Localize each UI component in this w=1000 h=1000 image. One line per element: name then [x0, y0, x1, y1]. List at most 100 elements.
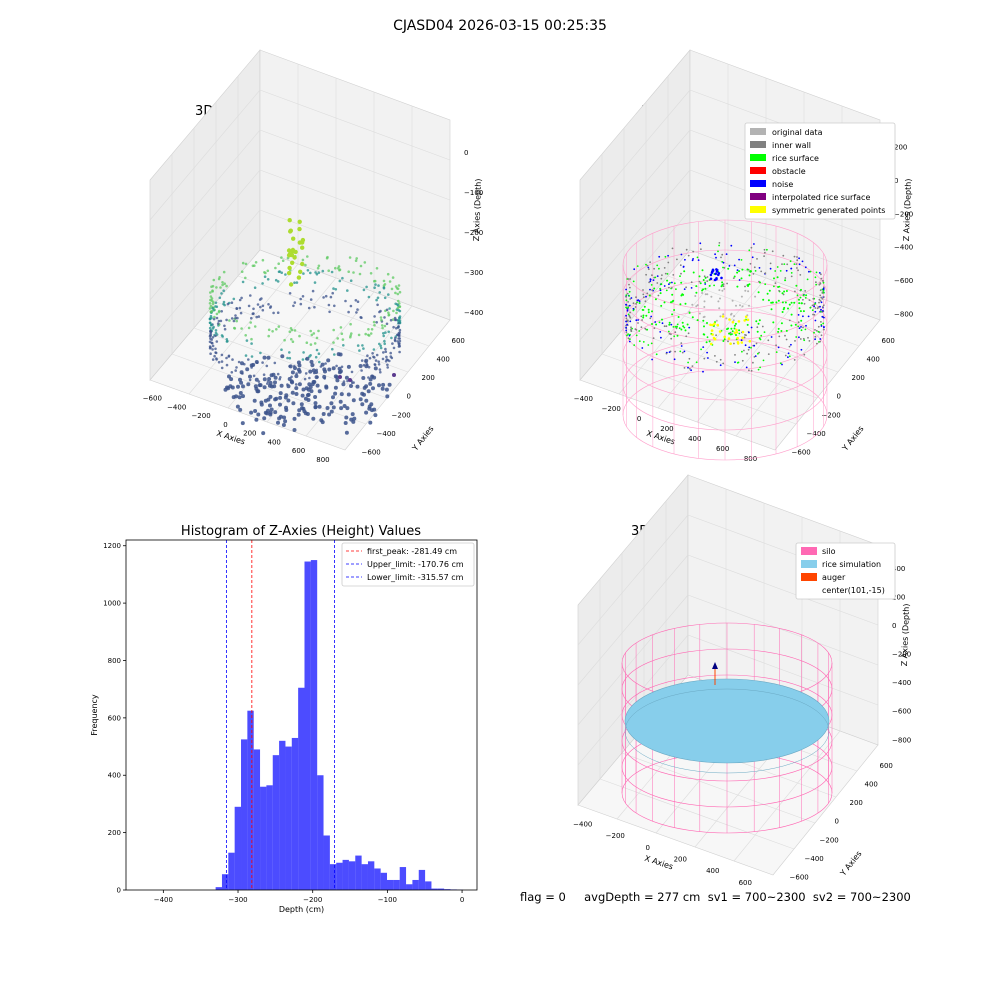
- simulation-x-label: X Axies: [643, 854, 674, 872]
- classify-point: [646, 264, 649, 267]
- classify-point: [804, 328, 807, 331]
- raw-x-tick: 600: [292, 447, 305, 455]
- raw-obstacle-point: [286, 248, 292, 253]
- classify-symmetric-point: [740, 341, 744, 344]
- classify-point: [790, 272, 793, 274]
- raw-wall-point: [238, 298, 242, 302]
- histogram-bar: [374, 868, 381, 890]
- raw-wall-point: [388, 307, 391, 310]
- histogram-bar: [342, 859, 349, 890]
- raw-wall-point: [251, 264, 255, 268]
- classify-surface-point: [757, 291, 760, 294]
- raw-wall-point: [240, 327, 243, 330]
- classify-legend: original data inner wall rice surface obsta…: [744, 122, 896, 220]
- raw-surface-point: [311, 368, 316, 373]
- classify-point: [721, 253, 724, 256]
- raw-surface-point: [320, 420, 325, 425]
- classify-point: [635, 296, 637, 299]
- classify-surface-point: [733, 275, 736, 278]
- classify-grid-line: [689, 209, 881, 281]
- raw-wall-point: [396, 306, 400, 310]
- classify-point: [790, 275, 793, 278]
- classify-surface-point: [676, 325, 678, 328]
- histogram-bar: [367, 861, 375, 890]
- classify-symmetric-point: [733, 331, 737, 334]
- x-tick-label: 0: [460, 896, 464, 904]
- raw-wall-point: [328, 310, 331, 314]
- classify-point: [760, 270, 763, 273]
- raw-wall-point: [245, 339, 249, 342]
- raw-wall-point: [318, 360, 321, 364]
- classify-symmetric-point: [721, 315, 725, 318]
- simulation-z-tick: −400: [892, 679, 911, 687]
- raw-wall-point: [378, 310, 381, 314]
- classify-surface-point: [692, 271, 695, 274]
- classify-surface-point: [790, 313, 793, 316]
- classify-surface-point: [647, 308, 650, 311]
- classify-noise-point: [717, 272, 721, 275]
- raw-wall-point: [324, 362, 327, 365]
- raw-wall-point: [223, 327, 227, 331]
- raw-wall-point: [341, 338, 345, 341]
- classify-point: [687, 254, 690, 257]
- classify-point: [647, 268, 650, 271]
- simulation-x-tick: 600: [739, 879, 752, 887]
- classify-surface-point: [735, 334, 737, 336]
- classify-point: [692, 258, 694, 260]
- classify-surface-point: [738, 329, 741, 332]
- classify-point: [691, 365, 694, 367]
- raw-surface-point: [309, 359, 314, 364]
- raw-wall-point: [357, 333, 361, 337]
- raw-floor-pane: [149, 249, 451, 451]
- raw-wall-point: [218, 296, 222, 300]
- classify-point: [728, 265, 731, 267]
- raw-wall-point: [208, 321, 212, 325]
- raw-surface-point: [349, 384, 353, 388]
- raw-surface-point: [368, 377, 373, 382]
- raw-wall-point: [338, 268, 341, 272]
- classify-point: [788, 319, 791, 322]
- raw-surface-point: [309, 389, 314, 394]
- raw-wall-point: [394, 302, 398, 306]
- classify-point: [822, 291, 825, 294]
- raw-wall-point: [276, 280, 280, 283]
- raw-wall-point: [347, 310, 350, 314]
- classify-point: [663, 325, 666, 328]
- classify-point: [638, 330, 641, 332]
- raw-surface-point: [329, 401, 334, 406]
- raw-grid-line: [149, 129, 261, 261]
- raw-wall-point: [248, 378, 252, 382]
- classify-point: [756, 258, 758, 260]
- raw-wall-point: [389, 318, 393, 322]
- classify-point: [628, 290, 631, 293]
- classify-point: [797, 325, 800, 328]
- raw-surface-point: [384, 387, 389, 392]
- raw-wall-point: [215, 286, 218, 289]
- classify-surface-point: [777, 330, 780, 333]
- raw-surface-point: [315, 383, 320, 388]
- classify-point: [813, 313, 816, 316]
- classify-symmetric-point: [716, 323, 719, 327]
- classify-point: [703, 357, 706, 360]
- y-tick-label: 200: [108, 829, 121, 837]
- classify-symmetric-point: [711, 333, 714, 336]
- raw-wall-point: [340, 332, 344, 335]
- raw-wall-point: [244, 334, 247, 337]
- classify-surface-point: [719, 297, 721, 300]
- legend-swatch: [750, 128, 766, 135]
- classify-point: [700, 348, 702, 351]
- raw-wall-point: [225, 363, 229, 367]
- classify-point: [714, 355, 716, 357]
- raw-wall-point: [221, 281, 224, 284]
- histogram-bar: [425, 881, 432, 890]
- histogram-bar: [215, 887, 222, 890]
- classify-point: [814, 276, 817, 279]
- raw-wall-point: [381, 326, 384, 330]
- classify-point: [773, 285, 775, 288]
- raw-wall-point: [211, 348, 214, 351]
- classify-surface-point: [725, 317, 728, 320]
- classify-point: [814, 335, 817, 338]
- raw-wall-point: [332, 328, 336, 332]
- raw-wall-point: [265, 364, 269, 368]
- raw-wall-point: [332, 287, 335, 290]
